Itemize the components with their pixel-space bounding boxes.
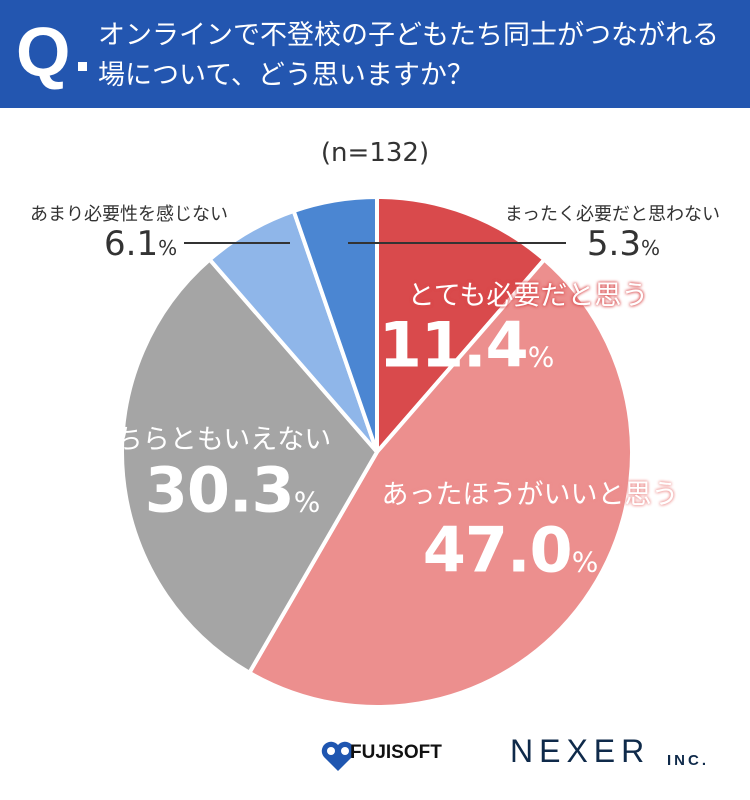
slice-label-2: どちらともいえない (88, 424, 332, 456)
q-dot (78, 62, 87, 71)
pie-slice-1 (246, 256, 634, 709)
slice-label-3: あまり必要性を感じない (30, 204, 228, 225)
question-header: Q オンラインで不登校の子どもたち同士がつながれる場について、どう思いますか？ (0, 0, 750, 108)
pie-slice-2 (120, 256, 380, 676)
nexer-logo: NEXER (510, 733, 651, 769)
nexer-inc: INC. (667, 752, 709, 769)
q-mark: Q (16, 13, 71, 91)
slice-label-0: とても必要だと思う (407, 280, 649, 312)
slice-label-4: まったく必要だと思わない (504, 204, 720, 225)
pie-slice-0 (375, 194, 548, 458)
fujisoft-logo-icon (321, 741, 355, 771)
slice-value-1: 47.0% (422, 513, 599, 587)
fujisoft-logo-text: FUJISOFT (350, 742, 442, 763)
slice-value-3: 6.1% (104, 224, 178, 264)
slice-value-0: 11.4% (378, 308, 555, 382)
sample-size: (n=132) (320, 138, 430, 168)
slice-value-4: 5.3% (586, 224, 660, 264)
leader-line-3 (184, 242, 290, 244)
pie-slice-4 (291, 194, 379, 453)
leader-line-4 (348, 242, 566, 244)
slice-value-2: 30.3% (144, 453, 321, 527)
question-text: オンラインで不登校の子どもたち同士がつながれる場について、どう思いますか？ (98, 20, 719, 91)
slice-label-1: あったほうがいいと思う (381, 479, 679, 511)
